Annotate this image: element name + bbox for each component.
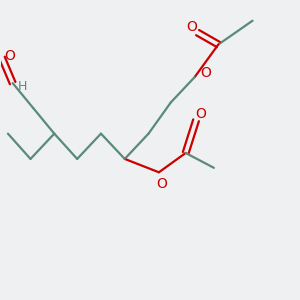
- Text: O: O: [195, 107, 206, 121]
- Text: O: O: [200, 66, 211, 80]
- Text: O: O: [186, 20, 197, 34]
- Text: O: O: [157, 177, 167, 190]
- Text: O: O: [4, 50, 15, 63]
- Text: H: H: [17, 80, 27, 93]
